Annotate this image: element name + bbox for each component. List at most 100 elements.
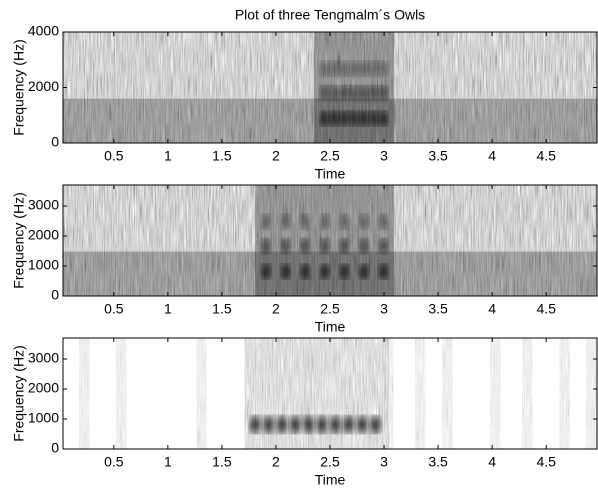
x-tick-label: 1 — [164, 301, 172, 317]
harmonic — [280, 239, 291, 254]
y-axis-label: Frequency (Hz) — [11, 192, 27, 288]
spectrogram-image — [63, 32, 597, 143]
harmonic — [329, 416, 342, 433]
x-tick-label: 0.5 — [104, 148, 124, 164]
y-tick-label: 0 — [51, 287, 59, 303]
chart-title: Plot of three Tengmalm´s Owls — [235, 7, 425, 23]
harmonic — [378, 111, 389, 126]
harmonic — [378, 264, 389, 279]
spectrogram-image — [63, 185, 597, 296]
harmonic — [358, 86, 369, 101]
harmonic — [378, 239, 389, 254]
y-tick-label: 3000 — [28, 197, 59, 213]
y-tick-label: 2000 — [28, 227, 59, 243]
harmonic — [358, 61, 369, 76]
x-tick-label: 0.5 — [104, 454, 124, 470]
harmonic — [280, 264, 291, 279]
y-tick-label: 2000 — [28, 78, 59, 94]
harmonic — [349, 111, 360, 126]
harmonic — [358, 214, 369, 229]
x-axis-label: Time — [315, 472, 346, 488]
harmonic — [368, 86, 379, 101]
strip — [490, 338, 501, 449]
x-tick-label: 3 — [380, 454, 388, 470]
harmonic — [339, 214, 350, 229]
x-tick-label: 4 — [488, 301, 496, 317]
x-tick-label: 2.5 — [320, 301, 340, 317]
strip — [586, 338, 597, 449]
harmonic — [369, 416, 382, 433]
harmonic — [300, 214, 311, 229]
noise — [63, 185, 597, 296]
x-tick-label: 4.5 — [536, 454, 556, 470]
x-tick-label: 1 — [164, 148, 172, 164]
harmonic — [339, 239, 350, 254]
x-tick-label: 2.5 — [320, 454, 340, 470]
y-tick-label: 1000 — [28, 257, 59, 273]
x-tick-label: 3 — [380, 301, 388, 317]
call — [244, 338, 389, 449]
harmonic — [339, 86, 350, 101]
harmonic — [319, 86, 330, 101]
x-tick-label: 3.5 — [428, 301, 448, 317]
harmonic — [368, 61, 379, 76]
harmonic — [302, 416, 315, 433]
x-axis-label: Time — [315, 166, 346, 182]
harmonic — [339, 111, 350, 126]
x-tick-label: 4.5 — [536, 148, 556, 164]
strip — [442, 338, 453, 449]
y-tick-label: 0 — [51, 134, 59, 150]
y-axis-label: Frequency (Hz) — [11, 39, 27, 135]
harmonic — [289, 416, 302, 433]
x-tick-label: 2 — [272, 301, 280, 317]
harmonic — [319, 264, 330, 279]
x-tick-label: 2.5 — [320, 148, 340, 164]
strip — [522, 338, 533, 449]
harmonic — [300, 264, 311, 279]
harmonic — [342, 416, 355, 433]
y-tick-label: 2000 — [28, 380, 59, 396]
y-tick-label: 0 — [51, 440, 59, 456]
harmonic — [378, 86, 389, 101]
x-tick-label: 3 — [380, 148, 388, 164]
x-tick-label: 4 — [488, 148, 496, 164]
harmonic — [378, 61, 389, 76]
x-tick-label: 4.5 — [536, 301, 556, 317]
strip — [116, 338, 127, 449]
x-tick-label: 0.5 — [104, 301, 124, 317]
x-tick-label: 1.5 — [212, 454, 232, 470]
harmonic — [358, 111, 369, 126]
shade — [63, 251, 597, 296]
strip — [415, 338, 426, 449]
x-tick-label: 4 — [488, 454, 496, 470]
harmonic — [275, 416, 288, 433]
harmonic — [349, 61, 360, 76]
harmonic — [260, 239, 271, 254]
harmonic — [339, 264, 350, 279]
y-tick-label: 4000 — [28, 23, 59, 39]
harmonic — [319, 239, 330, 254]
harmonic — [300, 239, 311, 254]
harmonic — [329, 111, 340, 126]
x-tick-label: 3.5 — [428, 454, 448, 470]
harmonic — [280, 214, 291, 229]
strip — [559, 338, 570, 449]
harmonic — [329, 86, 340, 101]
harmonic — [319, 111, 330, 126]
x-tick-label: 3.5 — [428, 148, 448, 164]
strip — [79, 338, 90, 449]
harmonic — [319, 61, 330, 76]
harmonic — [358, 239, 369, 254]
harmonic — [315, 416, 328, 433]
harmonic — [356, 416, 369, 433]
x-axis-label: Time — [315, 319, 346, 335]
harmonic — [358, 264, 369, 279]
harmonic — [260, 264, 271, 279]
noise — [63, 32, 597, 143]
harmonic — [349, 86, 360, 101]
harmonic — [378, 214, 389, 229]
y-tick-label: 3000 — [28, 350, 59, 366]
y-tick-label: 1000 — [28, 410, 59, 426]
strip — [196, 338, 207, 449]
